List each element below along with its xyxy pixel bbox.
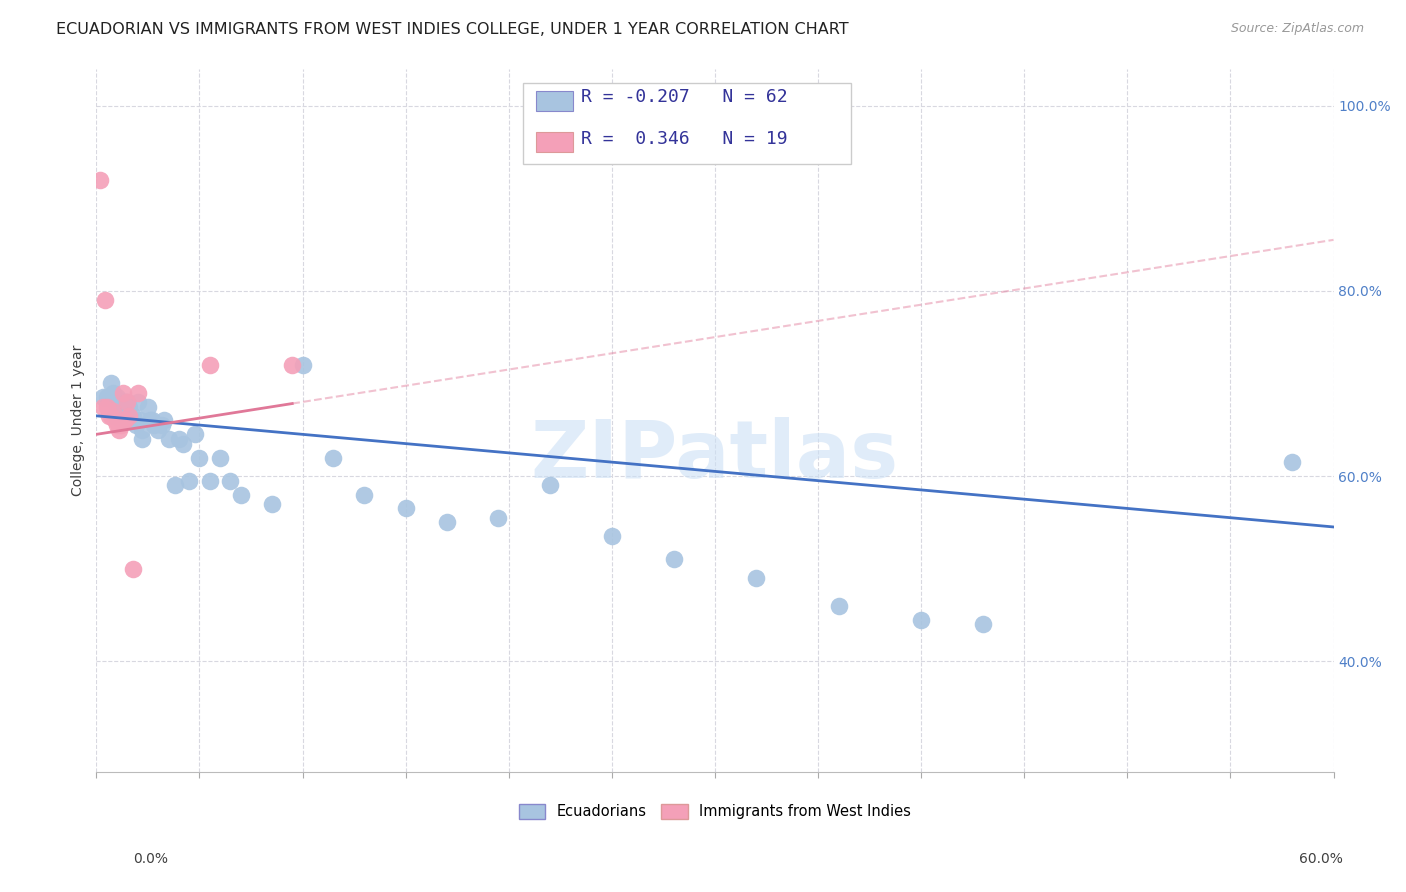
FancyBboxPatch shape bbox=[523, 83, 851, 163]
Point bbox=[104, 395, 127, 409]
Point bbox=[112, 385, 135, 400]
Point bbox=[128, 413, 150, 427]
Point bbox=[662, 552, 685, 566]
Point bbox=[209, 450, 232, 465]
Y-axis label: College, Under 1 year: College, Under 1 year bbox=[72, 345, 86, 496]
Point bbox=[198, 358, 221, 372]
Point bbox=[153, 413, 176, 427]
Point bbox=[150, 418, 173, 433]
Point bbox=[600, 529, 623, 543]
Point bbox=[117, 413, 139, 427]
Point bbox=[281, 358, 304, 372]
Point bbox=[114, 413, 136, 427]
Point bbox=[100, 409, 122, 423]
Point bbox=[105, 404, 128, 418]
Point bbox=[322, 450, 344, 465]
Point bbox=[117, 395, 139, 409]
Point bbox=[131, 423, 153, 437]
Point bbox=[110, 395, 132, 409]
Point bbox=[136, 400, 159, 414]
Point bbox=[291, 358, 314, 372]
Point bbox=[353, 487, 375, 501]
Point bbox=[827, 599, 849, 613]
Point bbox=[108, 404, 131, 418]
Point bbox=[112, 413, 135, 427]
Point bbox=[127, 395, 149, 409]
Text: 60.0%: 60.0% bbox=[1299, 852, 1343, 866]
Point bbox=[184, 427, 207, 442]
Point bbox=[93, 293, 115, 307]
Point bbox=[112, 404, 135, 418]
Point bbox=[108, 395, 131, 409]
Point bbox=[108, 423, 131, 437]
Point bbox=[91, 390, 114, 404]
Point bbox=[96, 400, 118, 414]
Point bbox=[96, 390, 118, 404]
Point bbox=[188, 450, 211, 465]
Text: R =  0.346   N = 19: R = 0.346 N = 19 bbox=[581, 130, 787, 148]
Text: R = -0.207   N = 62: R = -0.207 N = 62 bbox=[581, 88, 787, 106]
FancyBboxPatch shape bbox=[536, 132, 572, 152]
Point bbox=[745, 571, 768, 585]
Point bbox=[131, 432, 153, 446]
Point bbox=[538, 478, 561, 492]
Point bbox=[118, 413, 141, 427]
Point bbox=[122, 413, 145, 427]
Point bbox=[97, 409, 120, 423]
Point bbox=[229, 487, 252, 501]
Point bbox=[118, 409, 141, 423]
Point bbox=[118, 400, 141, 414]
Point bbox=[219, 474, 242, 488]
Point bbox=[143, 418, 166, 433]
Point bbox=[163, 478, 186, 492]
Text: Source: ZipAtlas.com: Source: ZipAtlas.com bbox=[1230, 22, 1364, 36]
Point bbox=[101, 385, 124, 400]
Point bbox=[110, 409, 132, 423]
Point bbox=[100, 376, 122, 391]
Point bbox=[179, 474, 201, 488]
Point bbox=[488, 510, 510, 524]
Point bbox=[114, 395, 136, 409]
Text: 0.0%: 0.0% bbox=[134, 852, 169, 866]
Point bbox=[112, 395, 135, 409]
Point bbox=[127, 385, 149, 400]
Point bbox=[124, 418, 146, 433]
Legend: Ecuadorians, Immigrants from West Indies: Ecuadorians, Immigrants from West Indies bbox=[513, 797, 917, 825]
Point bbox=[198, 474, 221, 488]
Text: ECUADORIAN VS IMMIGRANTS FROM WEST INDIES COLLEGE, UNDER 1 YEAR CORRELATION CHAR: ECUADORIAN VS IMMIGRANTS FROM WEST INDIE… bbox=[56, 22, 849, 37]
Point bbox=[114, 413, 136, 427]
Point bbox=[395, 501, 418, 516]
Point bbox=[91, 400, 114, 414]
Point bbox=[104, 409, 127, 423]
Point bbox=[139, 413, 162, 427]
Point bbox=[910, 613, 932, 627]
Point bbox=[122, 409, 145, 423]
Point bbox=[972, 617, 994, 632]
Point bbox=[105, 390, 128, 404]
Point bbox=[157, 432, 180, 446]
Point bbox=[141, 413, 163, 427]
Point bbox=[148, 423, 170, 437]
Point bbox=[260, 497, 283, 511]
Point bbox=[104, 413, 127, 427]
Point bbox=[172, 436, 194, 450]
Point bbox=[120, 413, 142, 427]
Point bbox=[101, 404, 124, 418]
Point bbox=[89, 172, 111, 186]
FancyBboxPatch shape bbox=[536, 91, 572, 111]
Point bbox=[110, 418, 132, 433]
Point bbox=[105, 418, 128, 433]
Point bbox=[1281, 455, 1303, 469]
Point bbox=[436, 516, 458, 530]
Point bbox=[167, 432, 190, 446]
Point bbox=[122, 561, 145, 575]
Text: ZIPatlas: ZIPatlas bbox=[531, 417, 898, 495]
Point bbox=[117, 395, 139, 409]
